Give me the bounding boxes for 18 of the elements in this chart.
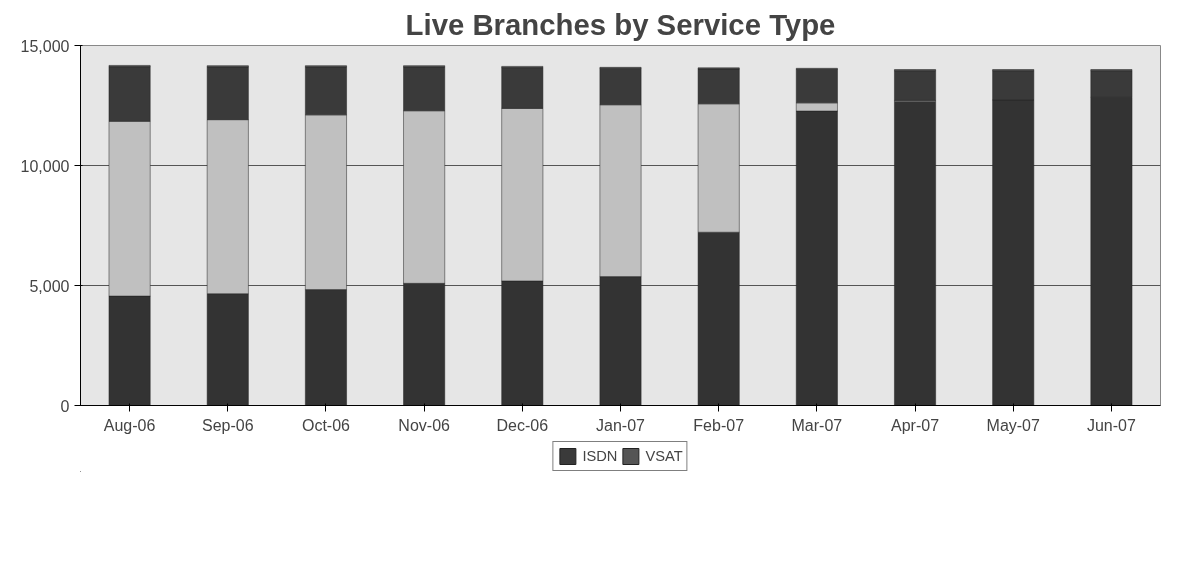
x-tick-label: Jun-07	[1086, 416, 1136, 434]
legend-label: ISDN	[582, 448, 618, 464]
y-tick-label: 0	[60, 397, 70, 415]
legend-label: VSAT	[645, 448, 683, 464]
chart-title: Live Branches by Service Type	[405, 7, 836, 41]
x-tick-label: Jan-07	[596, 416, 646, 434]
x-tick-label: Apr-07	[891, 416, 940, 434]
y-tick-label: 5,000	[29, 277, 70, 295]
x-tick-label: Sep-06	[201, 416, 254, 434]
x-tick-label: Oct-06	[301, 416, 351, 434]
y-tick-label: 10,000	[20, 157, 70, 175]
x-tick-label: Dec-06	[496, 416, 549, 434]
x-tick-label: Aug-06	[103, 416, 156, 434]
x-tick-label: Mar-07	[791, 416, 843, 434]
y-tick-label: 15,000	[20, 37, 70, 55]
x-tick-label: May-07	[986, 416, 1040, 434]
x-tick-label: Nov-06	[398, 416, 451, 434]
x-tick-label: Feb-07	[693, 416, 745, 434]
